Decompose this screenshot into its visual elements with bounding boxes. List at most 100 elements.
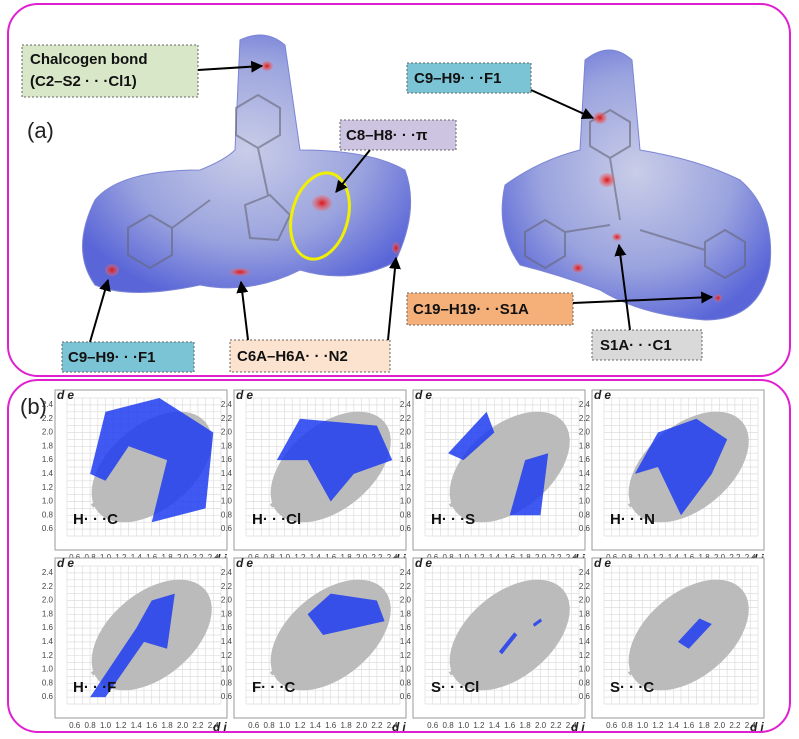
y-axis-subscript: e: [246, 388, 253, 402]
y-tick-label: 1.2: [221, 483, 233, 492]
y-tick-label: 2.2: [42, 582, 54, 591]
y-tick-label: 0.6: [221, 524, 233, 533]
y-tick-label: 2.2: [42, 414, 54, 423]
y-tick-label: 1.0: [579, 497, 591, 506]
x-tick-label: 2.2: [729, 721, 741, 730]
x-tick-label: 0.6: [606, 721, 618, 730]
plot-label: H· · ·Cl: [252, 511, 301, 528]
x-tick-label: 0.8: [622, 721, 634, 730]
y-axis-symbol: d: [236, 556, 244, 570]
y-tick-label: 1.6: [579, 623, 591, 632]
callout-label: C9–H9· · ·F1: [68, 349, 156, 366]
x-tick-label: 1.0: [458, 721, 470, 730]
y-tick-label: 0.8: [42, 510, 54, 519]
plot-label: H· · ·N: [610, 511, 655, 528]
x-tick-label: 2.0: [177, 721, 189, 730]
x-tick-label: 2.0: [714, 721, 726, 730]
y-tick-label: 1.6: [579, 455, 591, 464]
y-tick-label: 0.8: [400, 678, 412, 687]
x-tick-label: 1.8: [341, 721, 353, 730]
y-tick-label: 1.0: [42, 497, 54, 506]
callout-label: C19–H19· · ·S1A: [413, 301, 529, 318]
x-tick-label: 0.6: [248, 721, 260, 730]
plot-label: F· · ·C: [252, 679, 295, 696]
y-axis-symbol: d: [415, 556, 423, 570]
x-tick-label: 1.0: [279, 721, 291, 730]
x-tick-label: 1.8: [520, 721, 532, 730]
y-tick-label: 1.2: [42, 483, 54, 492]
plot-label: H· · ·F: [73, 679, 116, 696]
y-axis-subscript: e: [604, 388, 611, 402]
y-tick-label: 2.2: [221, 414, 233, 423]
x-tick-label: 1.6: [504, 721, 516, 730]
y-axis-subscript: e: [246, 556, 253, 570]
y-tick-label: 2.0: [42, 596, 54, 605]
y-tick-label: 1.8: [221, 441, 233, 450]
x-tick-label: 1.2: [294, 721, 306, 730]
y-tick-label: 2.2: [221, 582, 233, 591]
x-axis-label: di: [750, 720, 764, 734]
y-tick-label: 1.8: [579, 609, 591, 618]
fingerprint-plots: 0.60.60.80.81.01.01.21.21.41.41.61.61.81…: [42, 388, 769, 734]
x-tick-label: 0.8: [264, 721, 276, 730]
y-tick-label: 2.0: [400, 428, 412, 437]
x-tick-label: 1.2: [115, 721, 127, 730]
fingerprint-plot: 0.60.60.80.81.01.01.21.21.41.41.61.61.81…: [579, 556, 769, 734]
y-tick-label: 0.8: [221, 510, 233, 519]
callout-label: (C2–S2 · · ·Cl1): [30, 73, 137, 90]
callout-label: C9–H9· · ·F1: [414, 70, 502, 87]
y-tick-label: 0.6: [42, 692, 54, 701]
x-tick-label: 1.8: [699, 721, 711, 730]
y-tick-label: 2.4: [42, 568, 54, 577]
plot-label: S· · ·Cl: [431, 679, 479, 696]
x-tick-label: 1.0: [100, 721, 112, 730]
fingerprint-plot: 0.60.60.80.81.01.01.21.21.41.41.61.61.81…: [42, 388, 232, 566]
y-tick-label: 2.4: [42, 400, 54, 409]
y-tick-label: 0.6: [400, 692, 412, 701]
y-tick-label: 1.6: [400, 623, 412, 632]
y-tick-label: 0.8: [579, 678, 591, 687]
y-axis-symbol: d: [594, 556, 602, 570]
x-axis-label: di: [571, 720, 585, 734]
y-tick-label: 2.0: [221, 428, 233, 437]
y-axis-subscript: e: [67, 388, 74, 402]
x-tick-label: 2.0: [535, 721, 547, 730]
callout-label: C6A–H6A· · ·N2: [237, 348, 348, 365]
x-tick-label: 1.8: [162, 721, 174, 730]
y-tick-label: 0.8: [221, 678, 233, 687]
y-tick-label: 1.4: [42, 637, 54, 646]
y-tick-label: 0.6: [400, 524, 412, 533]
x-tick-label: 0.6: [427, 721, 439, 730]
y-tick-label: 1.8: [400, 609, 412, 618]
y-tick-label: 2.4: [221, 400, 233, 409]
x-tick-label: 0.8: [443, 721, 455, 730]
y-tick-label: 1.8: [42, 609, 54, 618]
fingerprint-plot: 0.60.60.80.81.01.01.21.21.41.41.61.61.81…: [221, 556, 411, 734]
fingerprint-plot: 0.60.60.80.81.01.01.21.21.41.41.61.61.81…: [400, 556, 590, 734]
y-tick-label: 1.6: [42, 623, 54, 632]
figure: (a) Chalcogen bond (C2–S2 · · ·Cl1) C9–H…: [0, 0, 799, 739]
y-tick-label: 2.4: [579, 400, 591, 409]
y-axis-subscript: e: [425, 388, 432, 402]
y-tick-label: 1.6: [42, 455, 54, 464]
y-axis-symbol: d: [594, 388, 602, 402]
y-tick-label: 1.4: [221, 469, 233, 478]
y-tick-label: 1.8: [42, 441, 54, 450]
x-tick-label: 1.4: [668, 721, 680, 730]
y-tick-label: 1.4: [400, 637, 412, 646]
x-tick-label: 0.8: [85, 721, 97, 730]
callout-label: C8–H8· · ·π: [346, 127, 428, 144]
y-axis-symbol: d: [415, 388, 423, 402]
y-tick-label: 1.0: [221, 497, 233, 506]
y-tick-label: 1.0: [400, 665, 412, 674]
y-tick-label: 0.6: [221, 692, 233, 701]
plot-label: H· · ·S: [431, 511, 475, 528]
y-tick-label: 1.8: [400, 441, 412, 450]
panel-label: (a): [27, 118, 54, 143]
y-tick-label: 2.0: [400, 596, 412, 605]
y-tick-label: 2.0: [221, 596, 233, 605]
y-tick-label: 2.2: [579, 414, 591, 423]
callout-label: S1A· · ·C1: [600, 337, 672, 354]
y-tick-label: 1.0: [400, 497, 412, 506]
y-tick-label: 1.0: [42, 665, 54, 674]
